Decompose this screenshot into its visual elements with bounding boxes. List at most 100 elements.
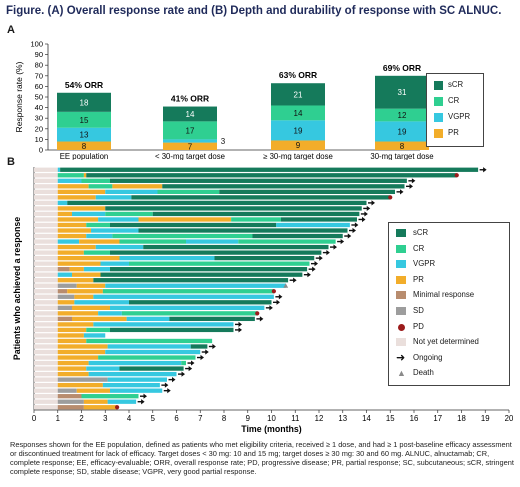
x-axis-title: Time (months) — [241, 424, 302, 434]
swim-segment-pr — [57, 278, 94, 283]
swim-segment-vgpr — [83, 267, 110, 272]
swim-segment-vgpr — [86, 366, 120, 371]
swim-segment-nyd — [34, 173, 58, 178]
ongoing-arrow — [352, 227, 356, 234]
swim-segment-vgpr — [95, 244, 144, 250]
pd-marker — [454, 173, 459, 178]
x-tick-label: 9 — [246, 414, 250, 423]
swim-segment-scr — [67, 200, 367, 206]
legend-swatch-pr — [434, 129, 443, 138]
bar-segment-vgpr — [375, 121, 429, 142]
swim-segment-pr — [72, 316, 127, 322]
swim-segment-scr — [152, 211, 360, 217]
bar-value-label: 15 — [80, 116, 89, 125]
legend-swatch-sd — [396, 307, 406, 315]
bar-segment-cr — [271, 105, 325, 121]
swim-segment-nyd — [34, 167, 58, 172]
bar-value-label: 3 — [221, 137, 226, 146]
ongoing-arrow — [347, 233, 352, 239]
swim-segment-scr — [129, 300, 272, 305]
bar-segment-pr — [375, 141, 429, 150]
swim-segment-vgpr — [57, 272, 72, 277]
swim-segment-vgpr — [100, 261, 129, 266]
swim-segment-cr — [157, 189, 220, 195]
swim-segment-cr — [231, 217, 281, 222]
swim-segment-nyd — [34, 278, 58, 283]
swim-segment-pr — [57, 228, 91, 233]
legend-label-scr: sCR — [448, 80, 464, 89]
orr-label: 41% ORR — [171, 94, 209, 104]
swim-segment-nyd — [34, 239, 58, 244]
legend-swatch-cr — [434, 97, 443, 106]
swim-segment-vgpr — [57, 167, 61, 172]
swim-segment-cr — [88, 184, 113, 189]
swim-segment-pr — [57, 184, 89, 189]
ongoing-arrow — [143, 393, 147, 399]
swim-segment-vgpr — [110, 388, 163, 393]
swim-segment-vgpr — [93, 322, 234, 327]
bar-value-label: 13 — [80, 131, 89, 140]
swim-segment-scr — [93, 278, 289, 283]
swim-segment-vgpr — [102, 382, 160, 388]
legend-swatch-vgpr — [434, 113, 443, 122]
swim-segment-pr — [57, 338, 87, 344]
swim-segment-pr — [57, 349, 106, 355]
swim-segment-vgpr — [107, 344, 191, 349]
swim-segment-vgpr — [93, 294, 274, 299]
swim-segment-nyd — [34, 200, 58, 206]
swim-segment-pr — [57, 233, 87, 239]
category-label: 30-mg target dose — [370, 152, 433, 160]
legend-swatch-pr — [396, 275, 406, 284]
swim-segment-pr — [57, 366, 87, 371]
swim-segment-nyd — [34, 333, 58, 338]
bar-value-label: 8 — [400, 142, 405, 151]
swim-segment-cr — [86, 338, 213, 344]
y-tick-label: 70 — [35, 71, 43, 80]
y-tick-label: 90 — [35, 50, 43, 59]
swim-segment-pr — [83, 399, 108, 404]
ongoing-arrow — [293, 277, 297, 283]
ongoing-arrow — [278, 294, 283, 300]
ongoing-arrow — [354, 222, 359, 228]
y-tick-label: 10 — [35, 135, 43, 144]
swim-segment-vgpr — [105, 349, 201, 355]
legend-label-mr: Minimal response — [413, 290, 475, 300]
swim-segment-vgpr — [126, 316, 170, 322]
ongoing-arrow — [181, 371, 185, 377]
ongoing-arrow — [307, 272, 311, 278]
ongoing-arrow — [200, 354, 204, 361]
ongoing-arrow — [366, 205, 371, 212]
legend-label-death: Death — [413, 368, 434, 378]
bar-value-label: 9 — [296, 141, 301, 150]
bar-value-label: 19 — [294, 126, 303, 135]
swim-segment-nyd — [34, 300, 58, 305]
swim-segment-nyd — [34, 388, 58, 393]
swim-segment-nyd — [34, 289, 58, 294]
bar-segment-scr — [375, 75, 429, 109]
panel-b-label: B — [7, 156, 15, 168]
panel-a-label: A — [7, 24, 15, 36]
swim-segment-nyd — [34, 371, 58, 377]
x-tick-label: 11 — [291, 414, 299, 423]
swim-segment-scr — [100, 272, 303, 277]
x-tick-label: 10 — [267, 414, 276, 423]
orr-label: 69% ORR — [383, 63, 421, 73]
x-tick-label: 12 — [315, 414, 324, 423]
swim-segment-nyd — [34, 228, 58, 233]
legend-label-pr: PR — [413, 274, 424, 284]
swim-segment-scr — [131, 195, 391, 200]
swim-segment-vgpr — [83, 333, 106, 338]
bar-segment-scr — [163, 106, 217, 122]
swim-segment-nyd — [34, 360, 58, 366]
ongoing-arrow — [167, 388, 171, 394]
swim-segment-nyd — [34, 217, 58, 222]
legend-swatch-scr — [434, 81, 443, 90]
swim-segment-vgpr — [107, 399, 137, 404]
swim-segment-pr — [57, 222, 87, 228]
swim-segment-nyd — [34, 327, 58, 333]
swim-segment-cr — [102, 289, 274, 294]
bar-value-label: 14 — [294, 109, 303, 118]
ongoing-arrow — [269, 305, 273, 311]
swim-segment-pr — [57, 244, 96, 250]
swim-segment-nyd — [34, 322, 58, 327]
